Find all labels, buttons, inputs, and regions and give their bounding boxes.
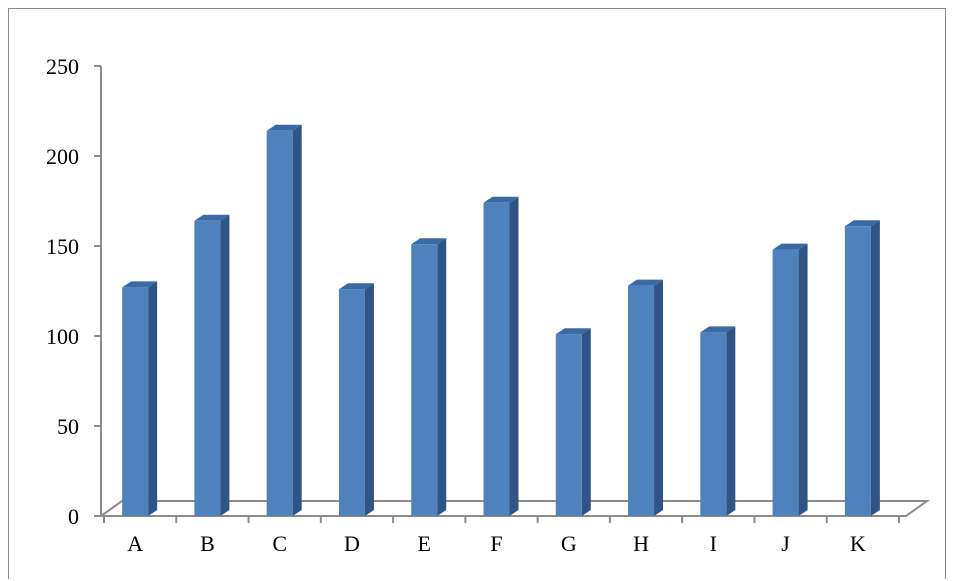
- x-tick-label: F: [490, 531, 502, 556]
- bar-A: [122, 281, 158, 516]
- bar-side-face: [798, 243, 808, 516]
- bar-D: [338, 283, 374, 516]
- x-tick-label: C: [272, 531, 287, 556]
- x-tick-label: E: [418, 531, 431, 556]
- bar-top-face: [844, 220, 880, 227]
- bar-top-face: [338, 283, 374, 290]
- bar-front-face: [772, 249, 799, 516]
- bar-K: [844, 220, 880, 516]
- bar-top-face: [628, 279, 664, 286]
- x-tick-label: H: [633, 531, 649, 556]
- bar-front-face: [338, 289, 365, 516]
- y-tick-label: 100: [46, 324, 79, 349]
- bar-top-face: [555, 328, 591, 335]
- x-tick-label: A: [127, 531, 143, 556]
- bar-side-face: [437, 238, 447, 516]
- y-tick-label: 150: [46, 234, 79, 259]
- bar-H: [628, 279, 664, 516]
- bar-F: [483, 196, 519, 517]
- bar-front-face: [411, 244, 438, 516]
- bar-E: [411, 238, 447, 516]
- bar-side-face: [148, 281, 158, 516]
- bar-B: [194, 214, 230, 517]
- bar-front-face: [555, 334, 582, 516]
- y-tick-label: 250: [46, 54, 79, 79]
- bar-front-face: [700, 332, 727, 516]
- bar-top-face: [194, 214, 230, 221]
- bar-top-face: [483, 196, 519, 203]
- bar-C: [266, 124, 302, 517]
- bar-top-face: [772, 243, 808, 250]
- bar-G: [555, 328, 591, 516]
- bar-front-face: [628, 285, 655, 516]
- bar-side-face: [220, 214, 230, 517]
- bar-front-face: [266, 130, 293, 517]
- x-tick-label: K: [850, 531, 866, 556]
- y-tick-label: 50: [57, 414, 79, 439]
- bar-side-face: [726, 326, 736, 516]
- bar-side-face: [654, 279, 664, 516]
- x-tick-label: D: [344, 531, 360, 556]
- bar-top-face: [411, 238, 447, 245]
- bar-side-face: [364, 283, 374, 516]
- bar-top-face: [700, 326, 736, 333]
- bar-side-face: [509, 196, 519, 517]
- y-tick-label: 0: [68, 504, 79, 529]
- bar-side-face: [870, 220, 880, 516]
- y-tick-label: 200: [46, 144, 79, 169]
- x-tick-label: B: [200, 531, 215, 556]
- bar-top-face: [266, 124, 302, 131]
- bar-side-face: [581, 328, 591, 516]
- bar-front-face: [122, 287, 149, 516]
- bar-I: [700, 326, 736, 516]
- x-tick-label: G: [561, 531, 577, 556]
- bar-front-face: [194, 220, 221, 517]
- x-tick-label: J: [781, 531, 790, 556]
- x-tick-label: I: [710, 531, 717, 556]
- bar-front-face: [844, 226, 871, 516]
- bar-chart: 0 50 100 150 200 250 A B C D E F G H I J K: [46, 54, 931, 556]
- bar-J: [772, 243, 808, 516]
- bar-front-face: [483, 202, 510, 517]
- bar-top-face: [122, 281, 158, 288]
- chart-frame: 0 50 100 150 200 250 A B C D E F G H I J K: [8, 8, 946, 579]
- bar-side-face: [292, 124, 302, 517]
